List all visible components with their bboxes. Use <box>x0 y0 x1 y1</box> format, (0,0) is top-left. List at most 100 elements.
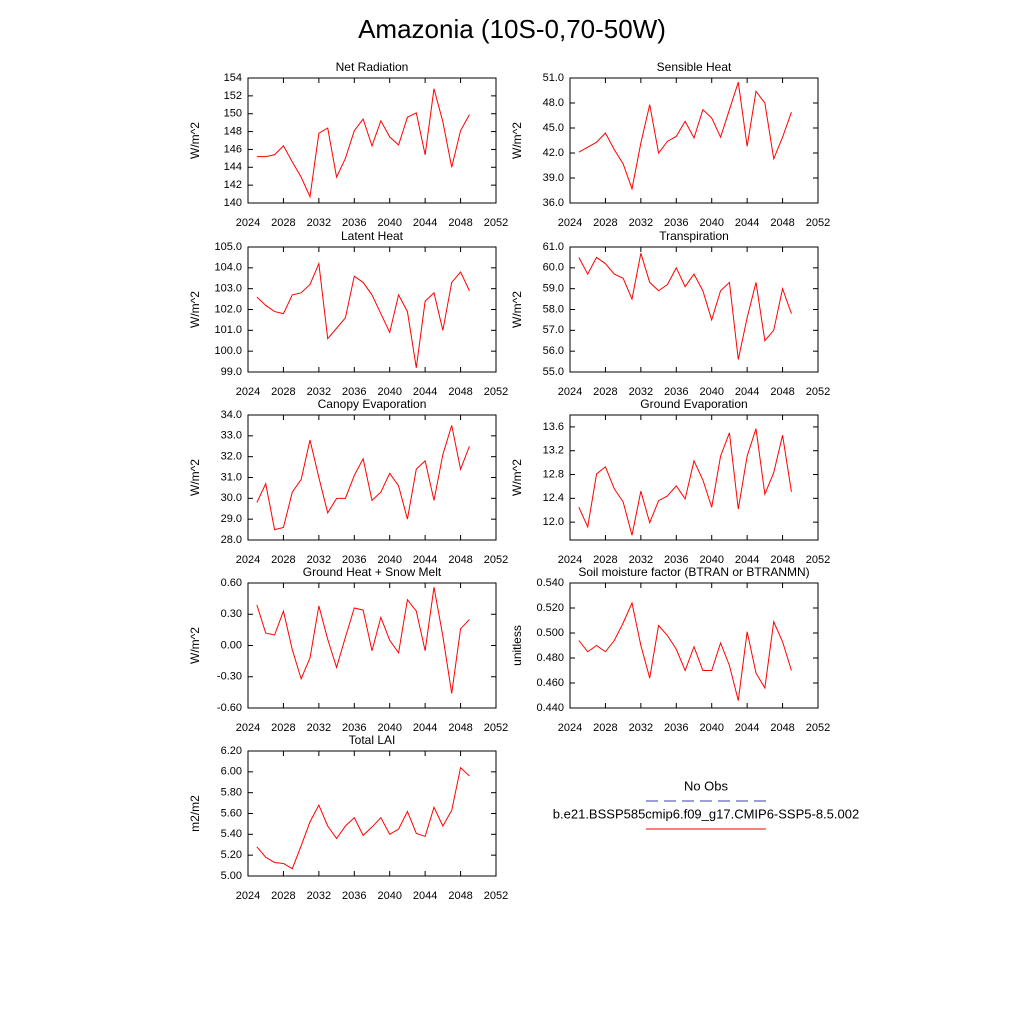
x-tick-label: 2044 <box>413 554 437 566</box>
x-tick-label: 2040 <box>699 386 723 398</box>
plot-frame <box>247 77 497 204</box>
x-tick-label: 2036 <box>342 217 366 229</box>
x-tick-label: 2024 <box>558 386 582 398</box>
x-tick-label: 2024 <box>558 722 582 734</box>
data-line <box>256 88 470 199</box>
x-tick-label: 2036 <box>342 722 366 734</box>
x-tick-label: 2028 <box>271 722 295 734</box>
data-line <box>578 428 792 536</box>
y-tick-label: 61.0 <box>543 241 564 253</box>
panel-title: Ground Evaporation <box>640 397 747 411</box>
x-tick-label: 2052 <box>484 217 508 229</box>
y-tick-label: 142 <box>224 179 242 191</box>
x-tick-label: 2036 <box>664 722 688 734</box>
y-tick-label: 102.0 <box>214 303 242 315</box>
y-axis-label: unitless <box>510 625 524 666</box>
y-tick-label: 154 <box>224 72 242 84</box>
x-tick-label: 2052 <box>806 386 830 398</box>
data-line <box>578 82 792 191</box>
y-tick-label: 39.0 <box>543 172 564 184</box>
panel-title: Transpiration <box>659 229 729 243</box>
y-axis-label: W/m^2 <box>188 627 202 664</box>
plot-frame <box>247 750 497 877</box>
y-tick-label: 150 <box>224 108 242 120</box>
x-tick-label: 2032 <box>629 554 653 566</box>
y-tick-label: 55.0 <box>543 366 564 378</box>
x-tick-label: 2040 <box>377 217 401 229</box>
y-tick-label: 0.30 <box>221 608 242 620</box>
panel-title: Canopy Evaporation <box>318 397 427 411</box>
x-tick-label: 2044 <box>735 217 759 229</box>
data-line <box>256 587 470 694</box>
y-tick-label: 144 <box>224 161 242 173</box>
data-line <box>578 601 792 701</box>
plot-frame <box>247 582 497 709</box>
x-tick-label: 2048 <box>448 554 472 566</box>
y-tick-label: 104.0 <box>214 262 242 274</box>
y-tick-label: 5.60 <box>221 807 242 819</box>
x-tick-label: 2024 <box>558 554 582 566</box>
x-tick-label: 2024 <box>236 890 260 902</box>
x-tick-label: 2044 <box>413 890 437 902</box>
data-line <box>578 253 792 360</box>
y-tick-label: 0.60 <box>221 577 242 589</box>
x-tick-label: 2032 <box>629 722 653 734</box>
x-tick-label: 2048 <box>770 722 794 734</box>
y-tick-label: 0.520 <box>536 602 564 614</box>
x-tick-label: 2028 <box>271 217 295 229</box>
data-line <box>256 766 470 870</box>
x-tick-label: 2032 <box>307 722 331 734</box>
x-tick-label: 2036 <box>342 386 366 398</box>
y-tick-label: 100.0 <box>214 345 242 357</box>
y-tick-label: 6.00 <box>221 766 242 778</box>
panel-title: Soil moisture factor (BTRAN or BTRANMN) <box>578 565 809 579</box>
y-tick-label: 12.0 <box>543 516 564 528</box>
x-tick-label: 2048 <box>448 722 472 734</box>
y-axis-label: W/m^2 <box>188 122 202 159</box>
x-tick-label: 2044 <box>413 722 437 734</box>
x-tick-label: 2040 <box>699 217 723 229</box>
panel-title: Sensible Heat <box>657 60 732 74</box>
x-tick-label: 2052 <box>484 722 508 734</box>
y-tick-label: 13.2 <box>543 445 564 457</box>
y-tick-label: 5.00 <box>221 870 242 882</box>
x-tick-label: 2032 <box>629 217 653 229</box>
x-tick-label: 2048 <box>770 217 794 229</box>
x-tick-label: 2052 <box>806 217 830 229</box>
y-tick-label: 60.0 <box>543 262 564 274</box>
y-tick-label: 51.0 <box>543 72 564 84</box>
y-tick-label: 12.4 <box>543 492 564 504</box>
x-tick-label: 2048 <box>448 890 472 902</box>
panel-title: Net Radiation <box>336 60 409 74</box>
y-tick-label: 0.500 <box>536 627 564 639</box>
panel-title: Total LAI <box>349 733 396 747</box>
y-axis-label: W/m^2 <box>188 459 202 496</box>
x-tick-label: 2048 <box>770 554 794 566</box>
y-tick-label: 12.8 <box>543 468 564 480</box>
x-tick-label: 2044 <box>413 386 437 398</box>
x-tick-label: 2036 <box>664 554 688 566</box>
y-tick-label: 146 <box>224 143 242 155</box>
data-line <box>256 425 470 531</box>
y-tick-label: 0.00 <box>221 639 242 651</box>
plot-frame <box>569 582 819 709</box>
y-tick-label: 31.0 <box>221 471 242 483</box>
y-axis-label: W/m^2 <box>188 291 202 328</box>
x-tick-label: 2032 <box>629 386 653 398</box>
y-axis-label: m2/m2 <box>188 795 202 832</box>
x-tick-label: 2040 <box>377 722 401 734</box>
y-tick-label: 0.460 <box>536 677 564 689</box>
x-tick-label: 2028 <box>593 722 617 734</box>
x-tick-label: 2028 <box>271 386 295 398</box>
y-tick-label: 105.0 <box>214 241 242 253</box>
x-tick-label: 2052 <box>484 554 508 566</box>
y-tick-label: 45.0 <box>543 122 564 134</box>
x-tick-label: 2052 <box>484 890 508 902</box>
plot-frame <box>569 414 819 541</box>
y-tick-label: 140 <box>224 197 242 209</box>
y-tick-label: 36.0 <box>543 197 564 209</box>
x-tick-label: 2040 <box>377 386 401 398</box>
x-tick-label: 2052 <box>806 722 830 734</box>
y-tick-label: 0.480 <box>536 652 564 664</box>
x-tick-label: 2024 <box>558 217 582 229</box>
